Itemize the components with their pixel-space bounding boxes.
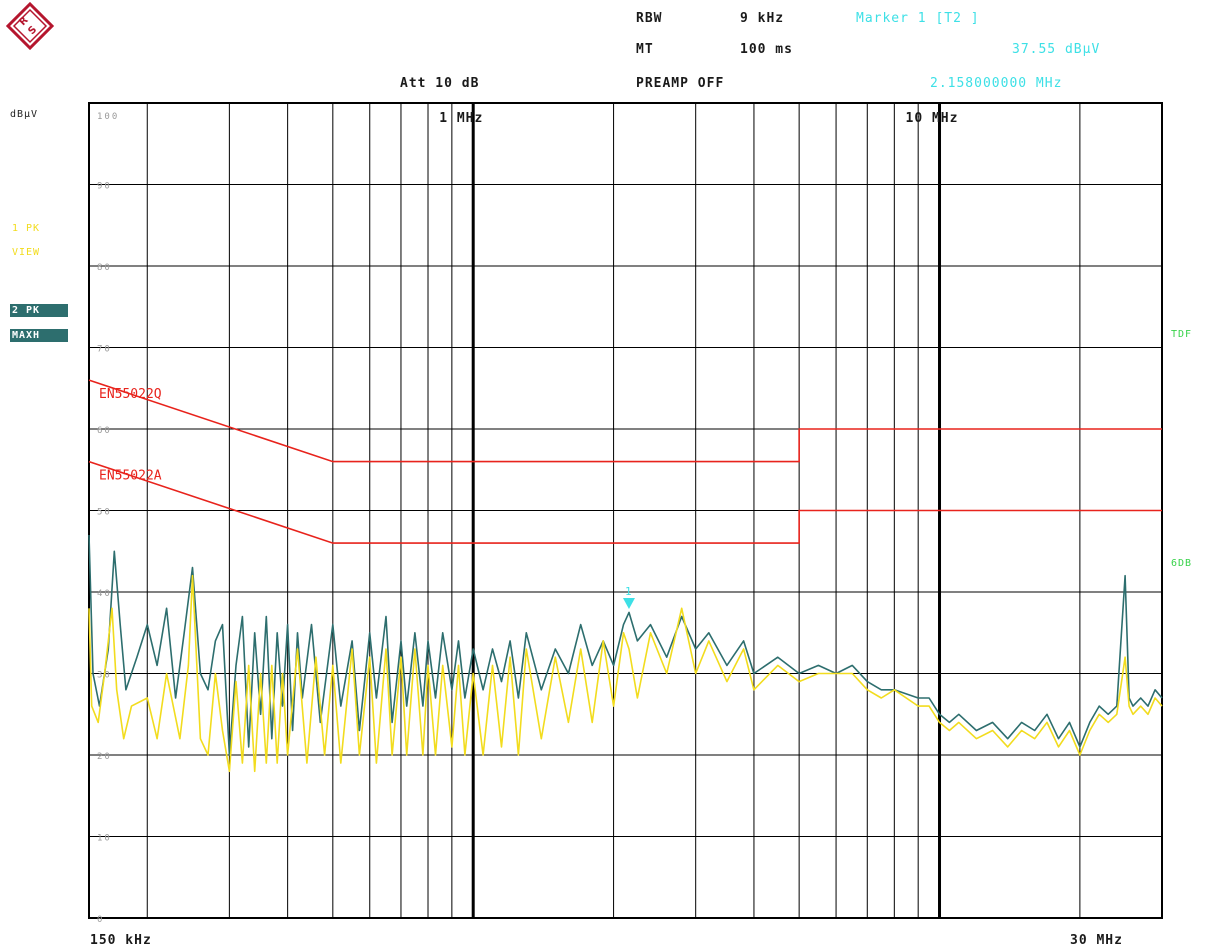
y-tick-label: 20 [97,752,112,762]
trace2-mode-badge: 2 PK [10,304,68,317]
y-tick-label: 100 [97,112,119,122]
unit-label: dBµV [10,109,39,120]
y-tick-label: 80 [97,263,112,273]
marker-label: 1 [625,585,632,598]
trace1-mode: 1 PK [12,223,41,234]
limit-line [88,460,1162,544]
marker-frequency: 2.158000000 MHz [930,76,1063,91]
y-tick-label: 50 [97,508,112,518]
limit-label: EN55022Q [99,387,162,402]
rbw-value: 9 kHz [740,11,785,26]
limit-line [88,379,1162,463]
preamp-status: PREAMP OFF [636,76,725,91]
limit-label: EN55022A [99,469,162,484]
mt-value: 100 ms [740,42,793,57]
trace-line [88,534,1163,756]
y-tick-label: 0 [97,915,104,925]
y-tick-label: 40 [97,589,112,599]
y-tick-label: 90 [97,182,112,192]
y-tick-label: 60 [97,426,112,436]
attenuation: Att 10 dB [400,76,480,91]
decade-label: 10 MHz [906,111,959,126]
trace1-view: VIEW [12,247,41,258]
mt-label: MT [636,42,654,57]
6db-label: 6DB [1171,558,1193,569]
trace-line [88,574,1163,773]
y-tick-label: 70 [97,345,112,355]
x-start-label: 150 kHz [90,933,152,948]
trace2-maxh-badge: MAXH [10,329,68,342]
marker-level: 37.55 dBµV [1012,42,1101,57]
y-tick-label: 10 [97,834,112,844]
rbw-label: RBW [636,11,663,26]
marker-title: Marker 1 [T2 ] [856,11,980,26]
decade-label: 1 MHz [439,111,483,126]
rohde-schwarz-logo: R S [6,2,54,50]
tdf-label: TDF [1171,329,1193,340]
x-end-label: 30 MHz [1070,933,1123,948]
marker-triangle [622,597,635,609]
